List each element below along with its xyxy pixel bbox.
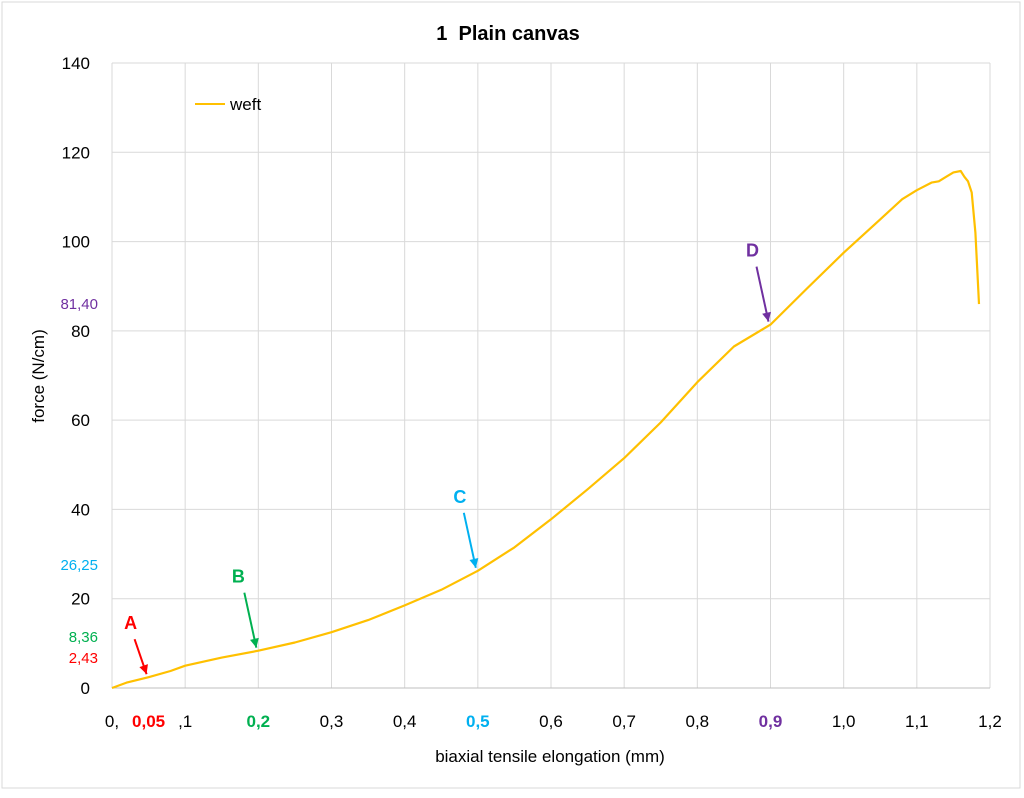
marker-letter-a: A — [124, 613, 137, 633]
series-layer — [111, 169, 981, 690]
axis-layer: 0, ,1 0,3 0,4 0,6 0,7 0,8 1,0 1,1 1,2 0 20 40 60 80 100… — [62, 54, 1002, 731]
marker-layer: A 0,05 B 0,2 C 0,5 D 0,9 2,43 8,36 26,25 81,40 — [60, 241, 782, 731]
marker-arrowhead-b — [250, 637, 259, 648]
marker-arrow-d — [755, 266, 770, 322]
marker-x-label-d: 0,9 — [759, 712, 783, 731]
marker-arrow-c — [462, 512, 477, 569]
x-tick-label: ,1 — [178, 712, 192, 731]
x-tick-label: 0,8 — [686, 712, 710, 731]
x-tick-label: 0,3 — [320, 712, 344, 731]
marker-x-label-c: 0,5 — [466, 712, 490, 731]
marker-arrowhead-d — [762, 311, 771, 322]
y-tick-label: 120 — [62, 143, 90, 162]
marker-arrowhead-a — [139, 664, 148, 675]
y-tick-label: 100 — [62, 233, 90, 252]
marker-letter-c: C — [453, 487, 466, 507]
marker-x-label-b: 0,2 — [247, 712, 271, 731]
y-tick-label: 140 — [62, 54, 90, 73]
y-tick-label: 60 — [71, 411, 90, 430]
y-tick-label: 0 — [81, 679, 90, 698]
legend-label-weft: weft — [229, 95, 261, 114]
x-axis-title: biaxial tensile elongation (mm) — [435, 747, 665, 766]
legend: weft — [195, 95, 261, 114]
x-tick-label: 1,2 — [978, 712, 1002, 731]
x-tick-label: 0, — [105, 712, 119, 731]
marker-y-label-a: 2,43 — [69, 650, 98, 667]
x-tick-label: 0,6 — [539, 712, 563, 731]
chart-title: 1 Plain canvas — [436, 23, 579, 45]
marker-letter-b: B — [232, 567, 245, 587]
x-tick-label: 1,1 — [905, 712, 929, 731]
y-tick-label: 20 — [71, 590, 90, 609]
marker-y-label-c: 26,25 — [60, 557, 98, 574]
x-tick-label: 0,4 — [393, 712, 417, 731]
marker-arrow-b — [243, 592, 258, 648]
x-tick-label: 1,0 — [832, 712, 856, 731]
x-tick-label: 0,7 — [612, 712, 636, 731]
marker-y-label-d: 81,40 — [60, 296, 98, 313]
marker-arrowhead-c — [469, 558, 479, 568]
marker-letter-d: D — [746, 241, 759, 261]
series-line-weft — [111, 169, 981, 690]
marker-x-label-a: 0,05 — [132, 712, 165, 731]
y-axis-title: force (N/cm) — [29, 329, 48, 423]
y-tick-label: 80 — [71, 322, 90, 341]
y-tick-label: 40 — [71, 500, 90, 519]
marker-y-label-b: 8,36 — [69, 629, 98, 646]
